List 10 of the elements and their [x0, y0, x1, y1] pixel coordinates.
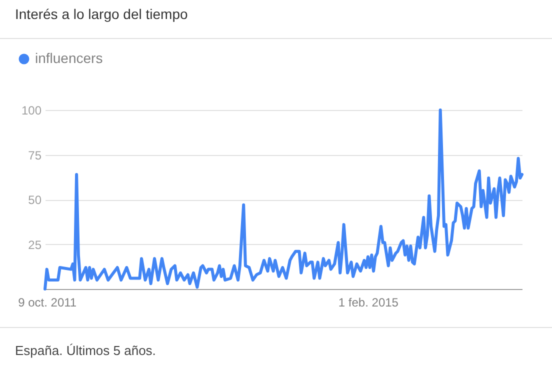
x-tick-label: 9 oct. 2011	[18, 296, 77, 310]
chart-title: Interés a lo largo del tiempo	[15, 6, 188, 22]
y-tick-label: 25	[28, 238, 42, 252]
x-tick-label: 1 feb. 2015	[338, 296, 399, 310]
text: España. Últimos 5 años.	[15, 343, 156, 358]
y-tick-label: 50	[28, 193, 42, 207]
y-tick-label: 75	[28, 148, 42, 162]
line-series	[44, 108, 524, 290]
legend-label: influencers	[35, 50, 103, 66]
y-tick-label: 100	[21, 104, 42, 118]
